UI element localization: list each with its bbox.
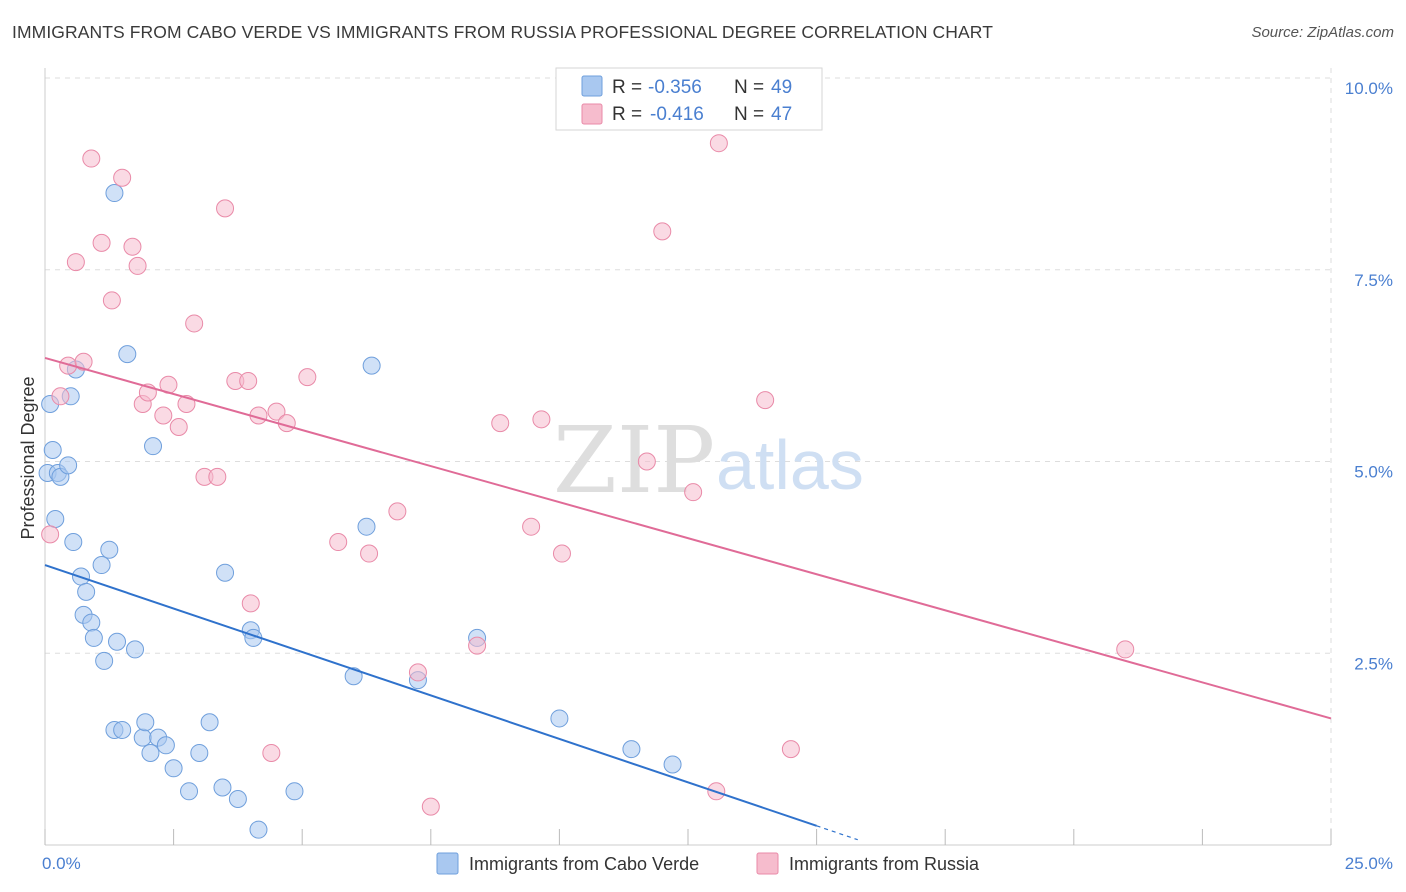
point-russia-7	[103, 292, 120, 309]
point-cabo-verde-22	[127, 641, 144, 658]
point-cabo-verde-35	[229, 790, 246, 807]
point-russia-27	[299, 369, 316, 386]
point-cabo-verde-42	[363, 357, 380, 374]
point-cabo-verde-41	[358, 518, 375, 535]
x-tick-label-0: 0.0%	[42, 854, 81, 873]
point-russia-13	[155, 407, 172, 424]
point-cabo-verde-8	[65, 534, 82, 551]
watermark: ZIP atlas	[553, 407, 864, 514]
point-cabo-verde-26	[145, 438, 162, 455]
point-cabo-verde-38	[250, 821, 267, 838]
point-cabo-verde-6	[60, 457, 77, 474]
point-russia-36	[533, 411, 550, 428]
point-russia-10	[129, 257, 146, 274]
point-cabo-verde-25	[142, 744, 159, 761]
y-axis-title: Professional Degree	[18, 376, 38, 539]
point-cabo-verde-33	[214, 779, 231, 796]
x-tick-label-1: 25.0%	[1345, 854, 1393, 873]
point-russia-20	[217, 200, 234, 217]
series-legend-swatch-russia	[757, 853, 778, 874]
point-russia-22	[240, 372, 257, 389]
point-russia-34	[492, 415, 509, 432]
point-cabo-verde-48	[106, 185, 123, 202]
point-russia-30	[389, 503, 406, 520]
point-cabo-verde-34	[217, 564, 234, 581]
point-russia-15	[170, 418, 187, 435]
watermark-atlas: atlas	[716, 426, 864, 504]
point-cabo-verde-20	[114, 721, 131, 738]
point-russia-35	[523, 518, 540, 535]
legend-n-value-2: 47	[771, 104, 792, 125]
point-cabo-verde-39	[286, 783, 303, 800]
legend-n-value-1: 49	[771, 77, 792, 98]
point-cabo-verde-2	[44, 441, 61, 458]
point-russia-39	[654, 223, 671, 240]
point-russia-1	[52, 388, 69, 405]
legend-r-label-1: R =	[612, 77, 642, 98]
legend-r-label-2: R =	[612, 104, 642, 125]
point-cabo-verde-13	[83, 614, 100, 631]
point-russia-3	[67, 254, 84, 271]
legend-r-value-2: -0.416	[650, 104, 704, 125]
point-russia-26	[242, 595, 259, 612]
point-russia-37	[553, 545, 570, 562]
point-cabo-verde-46	[623, 741, 640, 758]
point-russia-17	[186, 315, 203, 332]
point-russia-40	[685, 484, 702, 501]
y-tick-label-3: 10.0%	[1345, 79, 1393, 98]
scatter-chart: ZIP atlas 2.5% 5.0% 7.5% 10.0% 0.0% 25.0% Pr…	[0, 0, 1406, 892]
point-cabo-verde-32	[201, 714, 218, 731]
point-russia-8	[114, 169, 131, 186]
correlation-legend: R = -0.356 N = 49 R = -0.416 N = 47	[556, 68, 822, 130]
point-russia-19	[209, 468, 226, 485]
legend-n-label-1: N =	[734, 77, 764, 98]
point-cabo-verde-28	[157, 737, 174, 754]
point-russia-0	[42, 526, 59, 543]
point-russia-29	[361, 545, 378, 562]
point-cabo-verde-47	[664, 756, 681, 773]
point-cabo-verde-21	[119, 346, 136, 363]
point-russia-5	[83, 150, 100, 167]
legend-swatch-blue	[582, 76, 602, 96]
series-legend-label-cabo-verde: Immigrants from Cabo Verde	[469, 854, 699, 874]
point-cabo-verde-24	[137, 714, 154, 731]
trend-line-cabo-verde-extension	[817, 826, 858, 840]
point-russia-45	[1117, 641, 1134, 658]
point-cabo-verde-12	[78, 583, 95, 600]
y-tick-label-0: 2.5%	[1354, 654, 1393, 673]
point-russia-28	[330, 534, 347, 551]
point-russia-46	[263, 744, 280, 761]
trend-line-cabo-verde	[45, 565, 817, 826]
point-cabo-verde-29	[165, 760, 182, 777]
point-cabo-verde-30	[181, 783, 198, 800]
point-cabo-verde-3	[47, 511, 64, 528]
x-tick-labels: 0.0% 25.0%	[42, 854, 1393, 873]
point-cabo-verde-17	[101, 541, 118, 558]
point-russia-32	[422, 798, 439, 815]
y-tick-label-1: 5.0%	[1354, 463, 1393, 482]
point-cabo-verde-31	[191, 744, 208, 761]
point-russia-43	[757, 392, 774, 409]
series-legend: Immigrants from Cabo Verde Immigrants fr…	[437, 853, 980, 874]
point-russia-44	[782, 741, 799, 758]
legend-r-value-1: -0.356	[648, 77, 702, 98]
point-cabo-verde-16	[96, 652, 113, 669]
point-cabo-verde-23	[134, 729, 151, 746]
point-russia-38	[638, 453, 655, 470]
series-legend-label-russia: Immigrants from Russia	[789, 854, 980, 874]
point-russia-9	[124, 238, 141, 255]
series-legend-swatch-cabo-verde	[437, 853, 458, 874]
legend-n-label-2: N =	[734, 104, 764, 125]
point-russia-31	[409, 664, 426, 681]
point-cabo-verde-19	[109, 633, 126, 650]
point-cabo-verde-45	[551, 710, 568, 727]
legend-swatch-pink	[582, 104, 602, 124]
point-cabo-verde-14	[85, 629, 102, 646]
y-tick-labels: 2.5% 5.0% 7.5% 10.0%	[1345, 79, 1393, 673]
point-cabo-verde-15	[93, 557, 110, 574]
point-russia-6	[93, 234, 110, 251]
point-russia-33	[469, 637, 486, 654]
point-russia-42	[710, 135, 727, 152]
y-tick-label-2: 7.5%	[1354, 271, 1393, 290]
